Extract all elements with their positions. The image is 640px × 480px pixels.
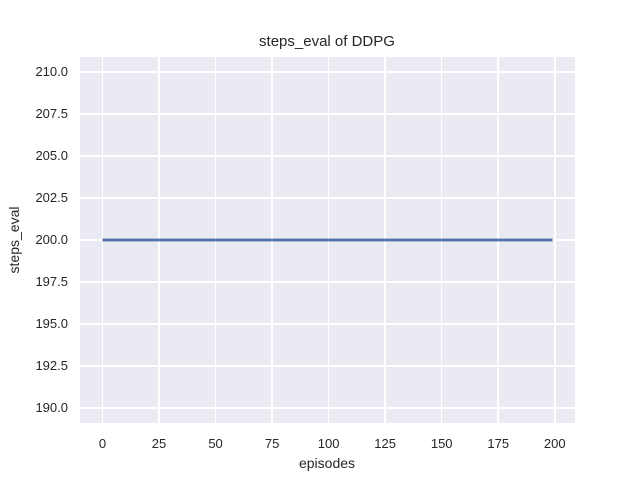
gridline-horizontal	[80, 365, 575, 367]
y-tick-label: 192.5	[35, 357, 68, 373]
gridline-horizontal	[80, 407, 575, 409]
y-tick-label: 195.0	[35, 315, 68, 331]
x-tick-label: 50	[208, 436, 223, 451]
gridline-horizontal	[80, 197, 575, 199]
x-tick-label: 0	[98, 436, 107, 451]
chart-title: steps_eval of DDPG	[259, 33, 395, 50]
y-tick-label: 205.0	[35, 148, 68, 164]
x-tick-label: 125	[374, 436, 397, 451]
x-tick-label: 150	[430, 436, 453, 451]
x-tick-label: 75	[264, 436, 280, 451]
x-axis-label: episodes	[298, 455, 356, 471]
gridline-horizontal	[80, 281, 575, 283]
plot-area	[80, 57, 575, 423]
y-tick-label: 200.0	[35, 232, 68, 247]
y-tick-label: 190.0	[35, 399, 68, 415]
x-tick-label: 175	[487, 436, 510, 451]
y-tick-label: 207.5	[35, 106, 68, 122]
gridline-horizontal	[80, 113, 575, 115]
line-layer	[102, 238, 553, 242]
x-tick-label: 25	[151, 436, 167, 451]
x-tick-label: 200	[543, 436, 566, 451]
y-tick-label: 202.5	[35, 190, 68, 206]
gridline-horizontal	[80, 71, 575, 73]
y-tick-label: 197.5	[35, 273, 68, 289]
gridline-horizontal	[80, 323, 575, 325]
y-tick-label: 210.0	[35, 64, 68, 80]
gridline-horizontal	[80, 155, 575, 157]
x-tick-label: 100	[317, 436, 340, 451]
